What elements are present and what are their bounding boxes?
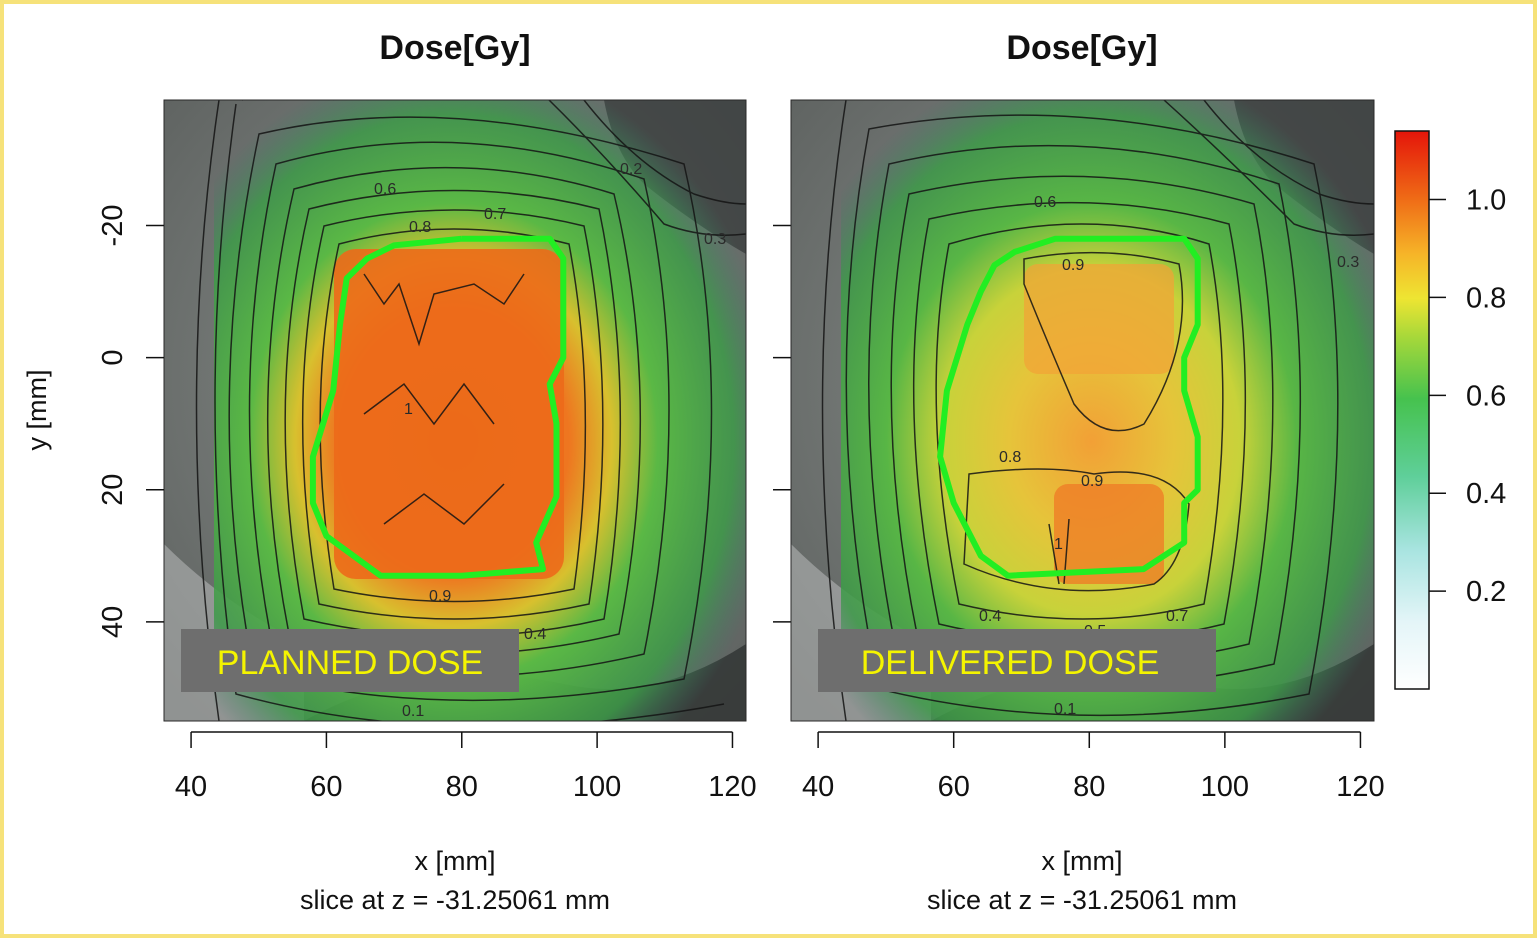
overlay-label: PLANNED DOSE	[217, 644, 483, 682]
panel-planned: Dose[Gy] 0.6 0.7	[22, 29, 791, 915]
contour-label: 0.9	[1062, 257, 1084, 274]
dose-core	[334, 249, 564, 579]
plot-border	[790, 99, 1375, 722]
colorbar-tick-label: 0.6	[1466, 380, 1506, 412]
colorbar-tick-label: 0.4	[1466, 478, 1506, 510]
plot-border	[163, 99, 747, 722]
overlay-label-bg	[181, 629, 519, 692]
y-tick-label: -20	[97, 205, 129, 247]
contour-label: 1	[1054, 536, 1063, 553]
x-tick-label: 60	[310, 771, 342, 803]
dose-hotspot	[1054, 484, 1164, 584]
contour-label: 0.4	[524, 626, 546, 643]
x-tick-label: 80	[1073, 771, 1105, 803]
x-tick-label: 120	[708, 771, 756, 803]
x-tick-label: 100	[1201, 771, 1249, 803]
panel-title: Dose[Gy]	[379, 29, 530, 67]
y-axis: -20 0 20 40	[97, 205, 791, 638]
x-tick-label: 80	[446, 771, 478, 803]
contour-label: 0.8	[999, 449, 1021, 466]
y-tick-label: 40	[97, 606, 129, 638]
contour-label: 0.2	[620, 161, 642, 178]
contour-label: 0.7	[1166, 608, 1188, 625]
y-axis-label: y [mm]	[22, 370, 52, 451]
contour-label: 0.8	[409, 219, 431, 236]
colorbar-tick-label: 0.8	[1466, 282, 1506, 314]
x-tick-label: 40	[802, 771, 834, 803]
x-axis-label: x [mm]	[1042, 846, 1123, 876]
x-tick-label: 120	[1336, 771, 1384, 803]
dose-map-planned: 0.6 0.7 0.8 0.9 1 0.4 0.3 0.2 0.1	[164, 100, 746, 721]
panel-delivered: Dose[Gy] 0.6	[790, 29, 1385, 915]
contour-label: 0.3	[1337, 254, 1359, 271]
dose-map-delivered: 0.6 0.9 0.8 0.9 1 0.4 0.3 0.7 0.5 0.1	[791, 100, 1374, 721]
dose-field	[841, 100, 1374, 721]
colorbar-tick-label: 1.0	[1466, 185, 1506, 217]
colorbar-ticks: 0.2 0.4 0.6 0.8 1.0	[1429, 185, 1506, 608]
y-tick-label: 20	[97, 474, 129, 506]
x-axis-label: x [mm]	[415, 846, 496, 876]
contour-label: 0.9	[1081, 473, 1103, 490]
overlay-label: DELIVERED DOSE	[861, 644, 1160, 682]
overlay-label-bg	[818, 629, 1216, 692]
contour-label: 0.6	[374, 181, 396, 198]
target-contour	[937, 235, 1201, 579]
dose-hotspot	[1024, 264, 1174, 374]
panel-subtitle: slice at z = -31.25061 mm	[300, 885, 610, 915]
contour-label: 1	[404, 401, 413, 418]
contour-label: 0.7	[484, 206, 506, 223]
colorbar-tick-label: 0.2	[1466, 576, 1506, 608]
x-tick-label: 40	[175, 771, 207, 803]
x-axis: 40 60 80 100 120	[175, 731, 757, 803]
contour-label: 0.1	[1054, 701, 1076, 718]
contour-labels: 0.6 0.7 0.8 0.9 1 0.4 0.3 0.2 0.1	[374, 161, 726, 720]
colorbar-gradient	[1394, 130, 1430, 690]
dose-contours	[195, 100, 746, 721]
target-contour	[309, 235, 567, 579]
colorbar: 0.2 0.4 0.6 0.8 1.0	[1394, 130, 1506, 690]
contour-labels: 0.6 0.9 0.8 0.9 1 0.4 0.3 0.7 0.5 0.1	[979, 194, 1359, 718]
dose-comparison-figure: Dose[Gy] 0.6 0.7	[22, 29, 1506, 915]
contour-label: 0.4	[979, 608, 1001, 625]
contour-label: 0.6	[1034, 194, 1056, 211]
contour-label: 0.3	[704, 231, 726, 248]
panel-subtitle: slice at z = -31.25061 mm	[927, 885, 1237, 915]
x-tick-label: 60	[938, 771, 970, 803]
y-tick-label: 0	[97, 350, 129, 366]
panel-title: Dose[Gy]	[1006, 29, 1157, 67]
x-axis: 40 60 80 100 120	[802, 731, 1385, 803]
x-tick-label: 100	[573, 771, 621, 803]
contour-label: 0.9	[429, 588, 451, 605]
contour-label: 0.1	[402, 703, 424, 720]
